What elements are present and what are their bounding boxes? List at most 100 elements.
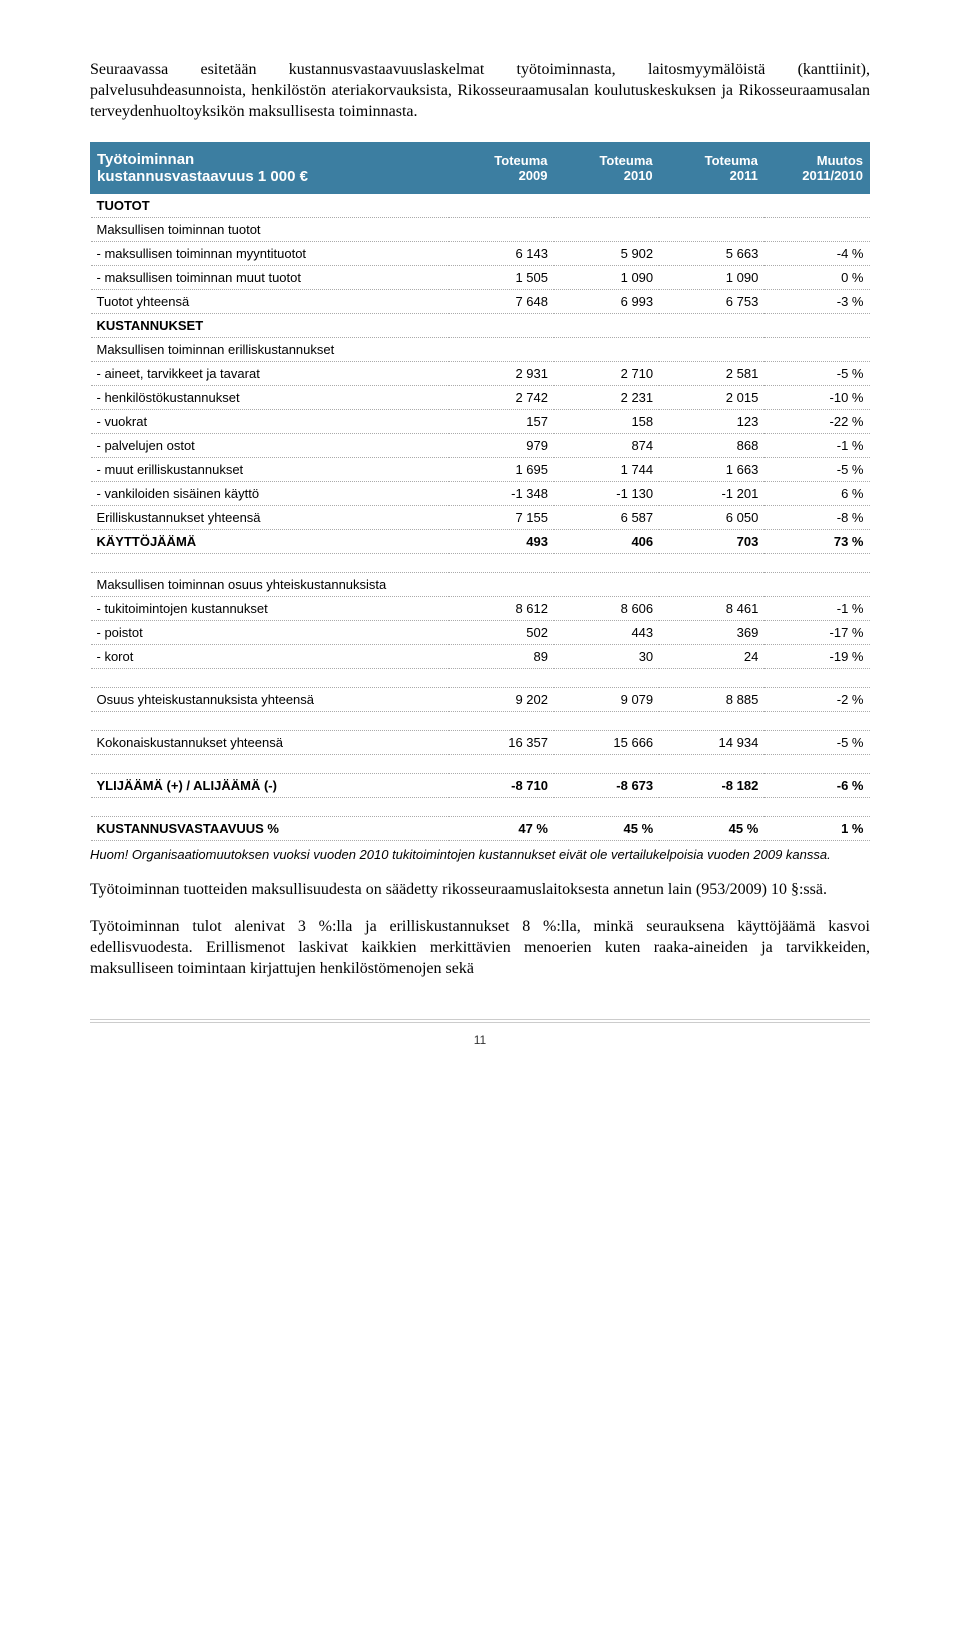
cell: -1 % <box>764 434 869 458</box>
cell <box>449 573 554 597</box>
cell: 123 <box>659 410 764 434</box>
spacer-row <box>91 669 870 688</box>
cell: 502 <box>449 621 554 645</box>
cell: -3 % <box>764 290 869 314</box>
table-row: - vankiloiden sisäinen käyttö-1 348-1 13… <box>91 482 870 506</box>
cell: 9 079 <box>554 688 659 712</box>
table-header-title: Työtoiminnan kustannusvastaavuus 1 000 € <box>91 143 449 194</box>
body-paragraph-2: Työtoiminnan tulot alenivat 3 %:lla ja e… <box>90 917 870 979</box>
row-label: Maksullisen toiminnan erilliskustannukse… <box>91 338 449 362</box>
cell <box>764 218 869 242</box>
table-row: - palvelujen ostot979874868-1 % <box>91 434 870 458</box>
table-row: Maksullisen toiminnan erilliskustannukse… <box>91 338 870 362</box>
cell <box>764 314 869 338</box>
cell: -19 % <box>764 645 869 669</box>
row-label: - vankiloiden sisäinen käyttö <box>91 482 449 506</box>
cell: -8 673 <box>554 774 659 798</box>
table-footnote: Huom! Organisaatiomuutoksen vuoksi vuode… <box>90 847 870 864</box>
cell: 6 993 <box>554 290 659 314</box>
cell: 73 % <box>764 530 869 554</box>
cell: 2 931 <box>449 362 554 386</box>
row-label: - korot <box>91 645 449 669</box>
table-row: - aineet, tarvikkeet ja tavarat2 9312 71… <box>91 362 870 386</box>
cell <box>764 338 869 362</box>
row-label: - henkilöstökustannukset <box>91 386 449 410</box>
row-label: Erilliskustannukset yhteensä <box>91 506 449 530</box>
cell: -4 % <box>764 242 869 266</box>
cell: -1 348 <box>449 482 554 506</box>
cell: 6 587 <box>554 506 659 530</box>
cell <box>659 573 764 597</box>
table-row: - tukitoimintojen kustannukset8 6128 606… <box>91 597 870 621</box>
cell: 8 885 <box>659 688 764 712</box>
cell: 45 % <box>554 817 659 841</box>
cell: -17 % <box>764 621 869 645</box>
cell: 5 663 <box>659 242 764 266</box>
cell: 1 663 <box>659 458 764 482</box>
table-row: TUOTOT <box>91 194 870 218</box>
table-row: KÄYTTÖJÄÄMÄ49340670373 % <box>91 530 870 554</box>
cell: 406 <box>554 530 659 554</box>
cost-table: Työtoiminnan kustannusvastaavuus 1 000 €… <box>90 142 870 841</box>
spacer-row <box>91 712 870 731</box>
cell: 2 710 <box>554 362 659 386</box>
cell: -5 % <box>764 362 869 386</box>
cell: 8 461 <box>659 597 764 621</box>
row-label: Osuus yhteiskustannuksista yhteensä <box>91 688 449 712</box>
cell: 1 744 <box>554 458 659 482</box>
cell: -1 201 <box>659 482 764 506</box>
cell: 6 753 <box>659 290 764 314</box>
table-row: KUSTANNUKSET <box>91 314 870 338</box>
cell: 8 612 <box>449 597 554 621</box>
cell: 157 <box>449 410 554 434</box>
table-row: - poistot502443369-17 % <box>91 621 870 645</box>
row-label: - maksullisen toiminnan myyntituotot <box>91 242 449 266</box>
cell: -6 % <box>764 774 869 798</box>
spacer-row <box>91 554 870 573</box>
cell <box>449 194 554 218</box>
col-2010: Toteuma2010 <box>554 143 659 194</box>
page-number: 11 <box>90 1019 870 1047</box>
spacer-row <box>91 755 870 774</box>
cell: 7 155 <box>449 506 554 530</box>
row-label: Maksullisen toiminnan tuotot <box>91 218 449 242</box>
cell: 979 <box>449 434 554 458</box>
cell: 443 <box>554 621 659 645</box>
cell <box>449 218 554 242</box>
cell: -22 % <box>764 410 869 434</box>
table-row: - maksullisen toiminnan myyntituotot6 14… <box>91 242 870 266</box>
cell: 47 % <box>449 817 554 841</box>
cell <box>764 573 869 597</box>
cell: 6 050 <box>659 506 764 530</box>
cell: 369 <box>659 621 764 645</box>
cell: 1 695 <box>449 458 554 482</box>
cell: 89 <box>449 645 554 669</box>
cell: -5 % <box>764 458 869 482</box>
cell: 16 357 <box>449 731 554 755</box>
row-label: KÄYTTÖJÄÄMÄ <box>91 530 449 554</box>
cell: 2 231 <box>554 386 659 410</box>
cell: 868 <box>659 434 764 458</box>
spacer-row <box>91 798 870 817</box>
table-row: Maksullisen toiminnan tuotot <box>91 218 870 242</box>
table-row: - henkilöstökustannukset2 7422 2312 015-… <box>91 386 870 410</box>
col-change: Muutos2011/2010 <box>764 143 869 194</box>
row-label: - vuokrat <box>91 410 449 434</box>
cell: 30 <box>554 645 659 669</box>
row-label: - maksullisen toiminnan muut tuotot <box>91 266 449 290</box>
cell: -5 % <box>764 731 869 755</box>
row-label: - muut erilliskustannukset <box>91 458 449 482</box>
cell: 6 % <box>764 482 869 506</box>
cell: 7 648 <box>449 290 554 314</box>
cell: 15 666 <box>554 731 659 755</box>
col-2009: Toteuma2009 <box>449 143 554 194</box>
cell: -1 % <box>764 597 869 621</box>
table-row: - maksullisen toiminnan muut tuotot1 505… <box>91 266 870 290</box>
cell <box>554 218 659 242</box>
cell: 2 742 <box>449 386 554 410</box>
row-label: - palvelujen ostot <box>91 434 449 458</box>
table-row: Tuotot yhteensä7 6486 9936 753-3 % <box>91 290 870 314</box>
cell: 5 902 <box>554 242 659 266</box>
row-label: TUOTOT <box>91 194 449 218</box>
cell <box>659 194 764 218</box>
